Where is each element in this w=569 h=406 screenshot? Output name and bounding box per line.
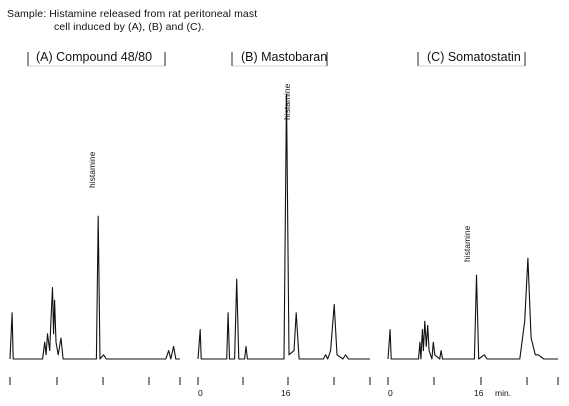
panel-title-c: (C) Somatostatin bbox=[427, 50, 521, 64]
tick-label-c-0: 0 bbox=[388, 388, 393, 398]
panel-title-a: (A) Compound 48/80 bbox=[36, 50, 152, 64]
panel-a-compound-48-80: (A) Compound 48/80 histamine bbox=[9, 50, 181, 385]
chromatogram-trace-c bbox=[387, 257, 558, 360]
tick-label-c-4: min. bbox=[495, 388, 511, 398]
tick-label-b-3: 16 bbox=[281, 388, 291, 398]
chromatogram-trace-b bbox=[197, 93, 370, 360]
sample-description: Histamine released from rat peritoneal m… bbox=[49, 8, 258, 20]
panel-title-b: (B) Mastobaran bbox=[241, 50, 327, 64]
panel-c-somatostatin: (C) Somatostatin histamine 0 16 min. bbox=[387, 50, 559, 398]
histamine-peak-label-a: histamine bbox=[87, 151, 97, 188]
sample-caption-line-1: Sample: Histamine released from rat peri… bbox=[7, 8, 337, 21]
histamine-peak-label-c: histamine bbox=[462, 225, 472, 262]
chromatogram-trace-a bbox=[9, 215, 180, 360]
tick-label-c-3: 16 bbox=[474, 388, 484, 398]
histamine-peak-label-b: histamine bbox=[282, 83, 292, 120]
sample-caption-line-2: cell induced by (A), (B) and (C). bbox=[54, 21, 205, 33]
panel-b-mastobaran: (B) Mastobaran histamine 0 16 bbox=[197, 50, 371, 398]
sample-caption: Sample: Histamine released from rat peri… bbox=[7, 8, 337, 34]
sample-label: Sample: bbox=[7, 8, 47, 20]
tick-label-b-0: 0 bbox=[198, 388, 203, 398]
